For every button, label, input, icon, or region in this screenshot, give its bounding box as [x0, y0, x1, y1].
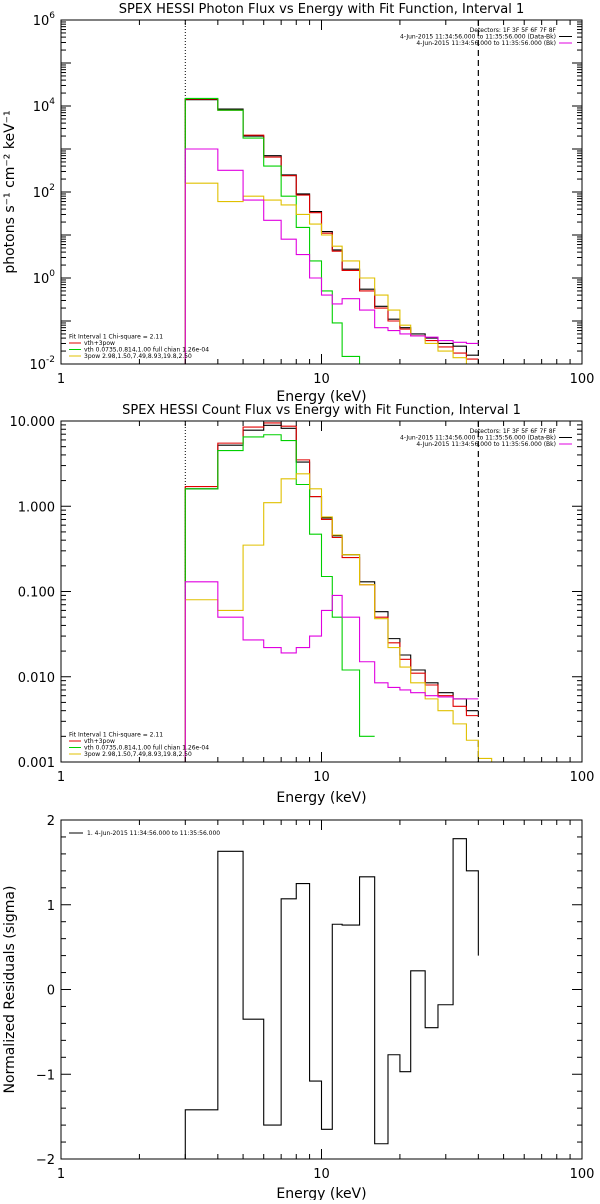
panel1-ytick-label: 102	[33, 183, 55, 201]
panel3-ytick-label: 0	[47, 984, 55, 999]
panel3-xlabel: Energy (keV)	[276, 1186, 366, 1200]
panel2-legend-text: 4-Jun-2015 11:34:56.000 to 11:35:56.000 …	[400, 435, 556, 442]
panel2-legend-text: Detectors: 1F 3F 5F 6F 7F 8F	[470, 428, 557, 435]
panel2-ytick-label: 10.000	[10, 415, 56, 430]
panel2-xtick-label: 1	[57, 770, 65, 785]
panel2-series-3	[184, 473, 493, 762]
panel2-legend-text: vth 0.0735,0.814,1.00 full chian 1.26e-0…	[84, 745, 209, 752]
panel3-ytick-label: 1	[47, 899, 55, 914]
panel2-ytick-label: 1.000	[18, 500, 55, 515]
panel1-legend-text: 4-Jun-2015 11:34:56.000 to 11:35:56.000 …	[416, 40, 556, 47]
panel1-legend-text: Detectors: 1F 3F 5F 6F 7F 8F	[470, 27, 557, 34]
panel1-xtick-label: 10	[313, 372, 330, 387]
panel3-ytick-label: 2	[47, 814, 55, 829]
panel2-ytick-label: 0.001	[18, 756, 55, 771]
panel2-xtick-label: 100	[570, 770, 595, 785]
panel2-legend-text: vth+3pow	[84, 738, 115, 745]
panel1-legend-text: vth+3pow	[84, 340, 115, 347]
panel3-xtick-label: 100	[570, 1167, 595, 1182]
panel1-series-2	[184, 97, 361, 364]
panel1-legend-header: Fit Interval 1 Chi-square = 2.11	[69, 334, 163, 341]
panel2-frame	[60, 420, 583, 763]
panel1-ytick-exponent: 2	[49, 183, 55, 193]
panel1-ytick-base: 10	[33, 14, 50, 29]
panel1-ytick-exponent: 4	[49, 97, 55, 107]
panel1-ytick-label: 100	[33, 269, 56, 287]
panel3-xtick-label: 10	[313, 1167, 330, 1182]
panel2-legend-header: Fit Interval 1 Chi-square = 2.11	[69, 732, 163, 739]
panel3-series-0	[184, 838, 479, 1159]
panel3-ylabel: Normalized Residuals (sigma)	[2, 886, 18, 1094]
panel1-ytick-exponent: 0	[49, 269, 55, 279]
panel3-xtick-label: 1	[57, 1167, 65, 1182]
panel1-legend-text: 3pow 2.98,1.50,7.49,8.93,19.8,2.50	[84, 353, 192, 360]
panel1-xlabel: Energy (keV)	[276, 389, 366, 405]
panel2-ytick-label: 0.100	[18, 586, 55, 601]
panel1-ytick-base: 10	[29, 358, 46, 373]
panel1-legend-text: vth 0.0735,0.814,1.00 full chian 1.26e-0…	[84, 347, 209, 354]
panel1-series-3	[184, 182, 479, 364]
panel2-series-2	[184, 434, 375, 762]
panel3-legend-text: 1. 4-Jun-2015 11:34:56.000 to 11:35:56.0…	[87, 830, 220, 837]
panel2-legend-text: 3pow 2.98,1.50,7.49,8.93,19.8,2.50	[84, 751, 192, 758]
panel1-legend-text: 4-Jun-2015 11:34:56.000 to 11:35:56.000 …	[400, 34, 556, 41]
panel1-xtick-label: 1	[57, 372, 65, 387]
panel1-ytick-base: 10	[33, 272, 50, 287]
panel3-ytick-label: −2	[36, 1153, 55, 1168]
panel1-series-4	[184, 148, 479, 364]
panel1-ylabel: photons s⁻¹ cm⁻² keV⁻¹	[2, 110, 18, 273]
panel2-xtick-label: 10	[313, 770, 330, 785]
panel1-frame	[60, 19, 583, 365]
panel1-ytick-label: 10-2	[29, 355, 55, 373]
panel1-ytick-label: 106	[33, 11, 56, 29]
panel1-ytick-base: 10	[33, 100, 50, 115]
panel2-xlabel: Energy (keV)	[276, 790, 366, 806]
panel2-ytick-label: 0.010	[18, 671, 55, 686]
panel1-ytick-exponent: 6	[49, 11, 55, 21]
panel3-ytick-label: −1	[36, 1068, 55, 1083]
panel2-series-4	[184, 581, 479, 762]
panel1-ytick-exponent: -2	[46, 355, 55, 365]
panel2-legend-text: 4-Jun-2015 11:34:56.000 to 11:35:56.000 …	[416, 441, 556, 448]
panel1-ytick-base: 10	[33, 186, 50, 201]
panel1-title: SPEX HESSI Photon Flux vs Energy with Fi…	[119, 2, 525, 17]
panel2-title: SPEX HESSI Count Flux vs Energy with Fit…	[122, 403, 521, 418]
panel1-xtick-label: 100	[570, 372, 595, 387]
panel1-ytick-label: 104	[33, 97, 56, 115]
